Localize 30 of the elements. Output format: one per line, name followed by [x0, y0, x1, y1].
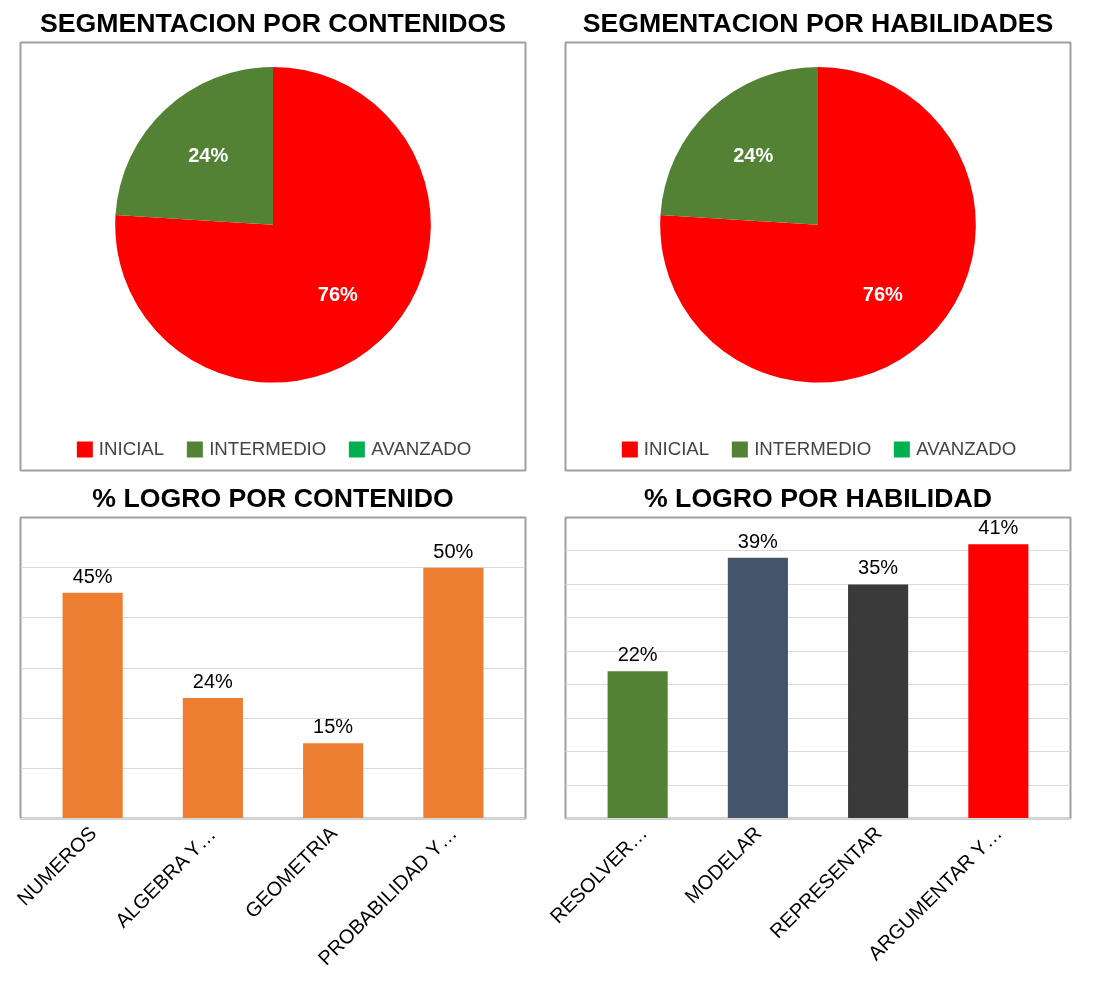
chart-title: SEGMENTACION POR HABILIDADES — [582, 7, 1054, 38]
chart-title: % LOGRO POR HABILIDAD — [643, 482, 993, 513]
data-label: 39% — [737, 529, 779, 552]
bar — [62, 592, 123, 819]
data-label: 24% — [733, 144, 774, 167]
bar — [607, 671, 668, 819]
bar — [848, 584, 909, 819]
data-label: 76% — [862, 283, 904, 306]
legend-label: INTERMEDIO — [754, 438, 872, 460]
data-label: 45% — [72, 564, 113, 587]
bar — [968, 544, 1029, 819]
legend-label: AVANZADO — [371, 438, 472, 460]
data-label: 22% — [617, 643, 658, 666]
bar — [727, 557, 788, 819]
legend-label: INICIAL — [643, 438, 710, 460]
bar — [423, 567, 484, 819]
data-label: 41% — [978, 516, 1019, 539]
data-label: 35% — [858, 556, 899, 579]
bar — [182, 698, 243, 819]
chart-title: % LOGRO POR CONTENIDO — [92, 482, 454, 513]
data-label: 50% — [433, 539, 474, 562]
legend-label: AVANZADO — [916, 438, 1017, 460]
data-label: 24% — [188, 144, 229, 167]
legend-label: INICIAL — [98, 438, 165, 460]
data-label: 76% — [317, 283, 359, 306]
bar — [303, 743, 364, 819]
data-label: 24% — [192, 670, 234, 693]
chart-title: SEGMENTACION POR CONTENIDOS — [39, 7, 507, 38]
data-label: 15% — [313, 715, 354, 738]
legend-label: INTERMEDIO — [209, 438, 327, 460]
